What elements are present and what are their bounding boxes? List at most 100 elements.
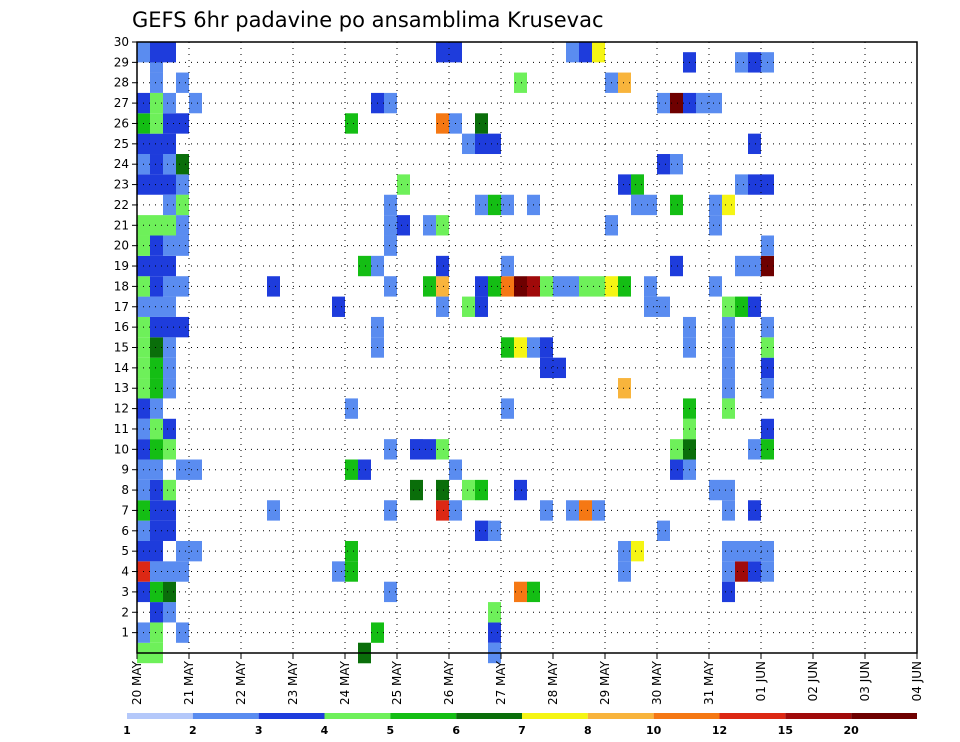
heatmap-cell <box>540 500 553 521</box>
heatmap-cell <box>384 500 397 521</box>
y-tick-label: 24 <box>114 157 129 171</box>
heatmap-cell <box>735 52 748 73</box>
x-tick-label: 31 MAY <box>702 660 716 705</box>
heatmap-cell <box>722 296 735 317</box>
heatmap-cell <box>150 602 163 623</box>
heatmap-cell <box>488 133 501 155</box>
y-tick-label: 23 <box>114 178 129 192</box>
x-tick-label: 24 MAY <box>338 660 352 705</box>
heatmap-cell <box>748 174 761 195</box>
heatmap-cell <box>150 540 163 562</box>
heatmap-cell <box>657 154 670 175</box>
color-scale-label: 6 <box>452 724 460 737</box>
heatmap-cell <box>137 42 150 63</box>
heatmap-cell <box>163 154 176 175</box>
color-scale-swatch <box>192 713 259 719</box>
color-scale-swatch <box>522 713 588 719</box>
y-tick-label: 10 <box>114 442 129 456</box>
heatmap-cell <box>150 337 163 358</box>
heatmap-cell <box>553 357 566 379</box>
heatmap-cell <box>644 296 657 317</box>
heatmap-cell <box>436 276 449 297</box>
heatmap-cell <box>501 194 514 216</box>
y-tick-label: 26 <box>114 116 129 130</box>
heatmap-cell <box>735 174 748 195</box>
color-scale-label: 5 <box>387 724 395 737</box>
heatmap-cell <box>384 215 397 236</box>
heatmap-cell <box>748 52 761 73</box>
heatmap-cell <box>735 296 748 317</box>
heatmap-cell <box>150 133 163 155</box>
color-scale-swatch <box>390 713 457 719</box>
heatmap-cell <box>176 540 189 562</box>
heatmap-cell <box>566 276 579 297</box>
y-tick-label: 6 <box>121 524 129 538</box>
heatmap-cell <box>163 602 176 623</box>
heatmap-cell <box>631 174 644 195</box>
heatmap-cell <box>410 479 423 501</box>
heatmap-cell <box>709 479 722 501</box>
y-tick-label: 9 <box>121 463 129 477</box>
heatmap-cell <box>488 194 501 216</box>
y-tick-label: 13 <box>114 381 129 395</box>
y-tick-label: 18 <box>114 279 129 293</box>
heatmap-cell <box>384 581 397 603</box>
heatmap-cell <box>722 398 735 419</box>
heatmap-cell <box>501 276 514 297</box>
heatmap-cell <box>267 276 280 297</box>
heatmap-cell <box>345 459 358 480</box>
x-tick-label: 30 MAY <box>650 660 664 705</box>
heatmap-cell <box>423 215 436 236</box>
color-scale-swatch <box>785 713 852 719</box>
heatmap-cell <box>618 378 631 399</box>
color-scale-swatch <box>456 713 522 719</box>
heatmap-cell <box>176 235 189 256</box>
heatmap-cell <box>150 378 163 399</box>
heatmap-cell <box>176 194 189 216</box>
heatmap-cell <box>748 133 761 155</box>
heatmap-cell <box>358 459 371 480</box>
heatmap-cell <box>475 276 488 297</box>
heatmap-cell <box>150 439 163 460</box>
heatmap-cell <box>501 337 514 358</box>
heatmap-cell <box>150 215 163 236</box>
heatmap-cell <box>150 296 163 317</box>
heatmap-cell <box>176 316 189 338</box>
heatmap-cell <box>189 540 202 562</box>
heatmap-cell <box>592 42 605 63</box>
heatmap-cell <box>462 133 475 155</box>
x-tick-label: 03 JUN <box>858 661 872 701</box>
y-tick-label: 29 <box>114 55 129 69</box>
heatmap-cell <box>709 92 722 114</box>
heatmap-cell <box>150 398 163 419</box>
y-tick-label: 19 <box>114 259 129 273</box>
color-scale-label: 2 <box>189 724 197 737</box>
heatmap-cell <box>189 459 202 480</box>
heatmap-cell <box>150 113 163 134</box>
y-tick-label: 11 <box>114 422 129 436</box>
heatmap-cell <box>163 174 176 195</box>
heatmap-cell <box>163 561 176 582</box>
heatmap-cell <box>163 133 176 155</box>
heatmap-cell <box>150 316 163 338</box>
heatmap-cell <box>176 622 189 643</box>
heatmap-cell <box>163 42 176 63</box>
heatmap-cell <box>150 174 163 195</box>
heatmap-cell <box>384 92 397 114</box>
x-tick-label: 04 JUN <box>910 661 924 701</box>
heatmap-cell <box>150 418 163 440</box>
x-tick-label: 29 MAY <box>598 660 612 705</box>
color-scale-swatch <box>258 713 325 719</box>
x-tick-label: 21 MAY <box>182 660 196 705</box>
heatmap-cell <box>709 215 722 236</box>
x-tick-label: 02 JUN <box>806 661 820 701</box>
heatmap-cell <box>150 42 163 63</box>
heatmap-cell <box>670 255 683 277</box>
y-tick-label: 27 <box>114 96 129 110</box>
heatmap-cell <box>748 296 761 317</box>
heatmap-cell <box>150 561 163 582</box>
heatmap-cell <box>696 92 709 114</box>
x-tick-label: 27 MAY <box>494 660 508 705</box>
heatmap-cell <box>722 479 735 501</box>
heatmap-cell <box>514 276 527 297</box>
